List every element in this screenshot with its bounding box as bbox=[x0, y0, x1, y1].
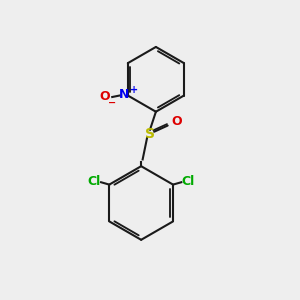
Text: Cl: Cl bbox=[182, 175, 195, 188]
Text: N: N bbox=[119, 88, 129, 101]
Text: S: S bbox=[145, 127, 155, 141]
Text: Cl: Cl bbox=[87, 175, 101, 188]
Text: −: − bbox=[109, 98, 117, 108]
Text: O: O bbox=[171, 115, 182, 128]
Text: +: + bbox=[130, 85, 138, 95]
Text: O: O bbox=[100, 91, 110, 103]
